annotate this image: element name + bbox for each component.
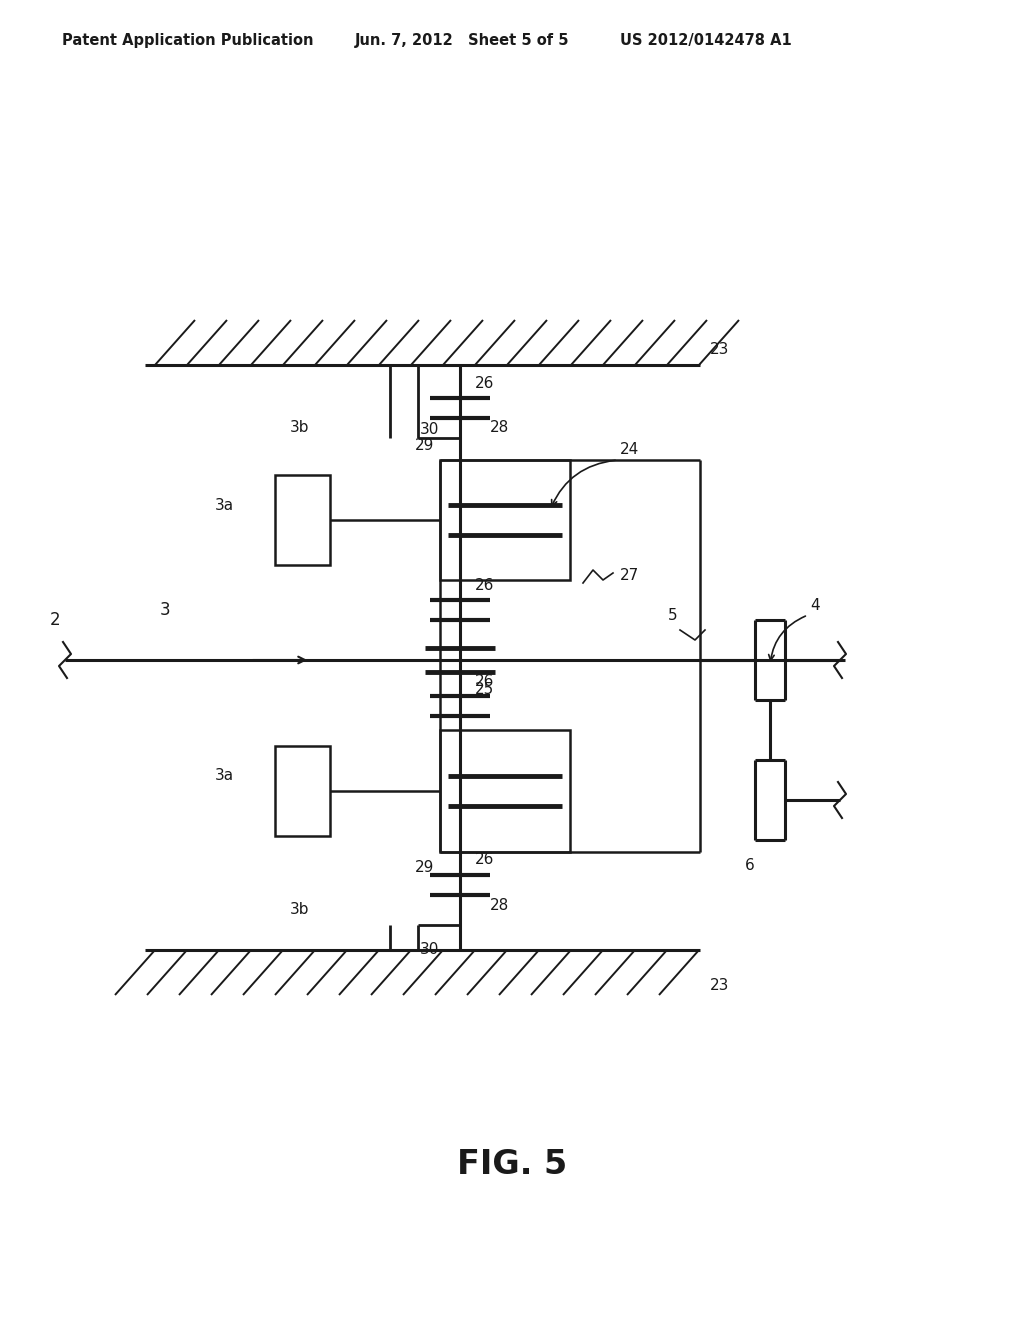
Bar (440, 459, 570, 579)
Text: 5: 5 (668, 607, 678, 623)
Text: 3b: 3b (290, 903, 309, 917)
Text: FIG. 5: FIG. 5 (457, 1148, 567, 1181)
Text: 24: 24 (620, 442, 639, 458)
Text: 4: 4 (810, 598, 819, 612)
Bar (440, 730, 570, 851)
Text: Jun. 7, 2012   Sheet 5 of 5: Jun. 7, 2012 Sheet 5 of 5 (355, 33, 569, 48)
Text: 3a: 3a (215, 498, 234, 512)
Text: 6: 6 (745, 858, 755, 873)
Text: 28: 28 (490, 421, 509, 436)
Text: 3b: 3b (290, 421, 309, 436)
Text: US 2012/0142478 A1: US 2012/0142478 A1 (620, 33, 792, 48)
Text: 30: 30 (420, 942, 439, 957)
Text: 3: 3 (160, 601, 171, 619)
Text: 28: 28 (490, 898, 509, 912)
Text: 29: 29 (415, 859, 434, 874)
Text: 26: 26 (475, 673, 495, 689)
Text: 27: 27 (620, 568, 639, 582)
Text: 26: 26 (475, 375, 495, 391)
Bar (275, 746, 330, 836)
Text: 23: 23 (710, 342, 729, 358)
Text: 30: 30 (420, 422, 439, 437)
Text: 26: 26 (475, 853, 495, 867)
Text: 2: 2 (50, 611, 60, 630)
Bar (275, 475, 330, 565)
Text: 25: 25 (475, 682, 495, 697)
Text: 29: 29 (415, 437, 434, 453)
Text: 26: 26 (475, 578, 495, 593)
Text: 23: 23 (710, 978, 729, 993)
Text: 3a: 3a (215, 768, 234, 784)
Text: Patent Application Publication: Patent Application Publication (62, 33, 313, 48)
